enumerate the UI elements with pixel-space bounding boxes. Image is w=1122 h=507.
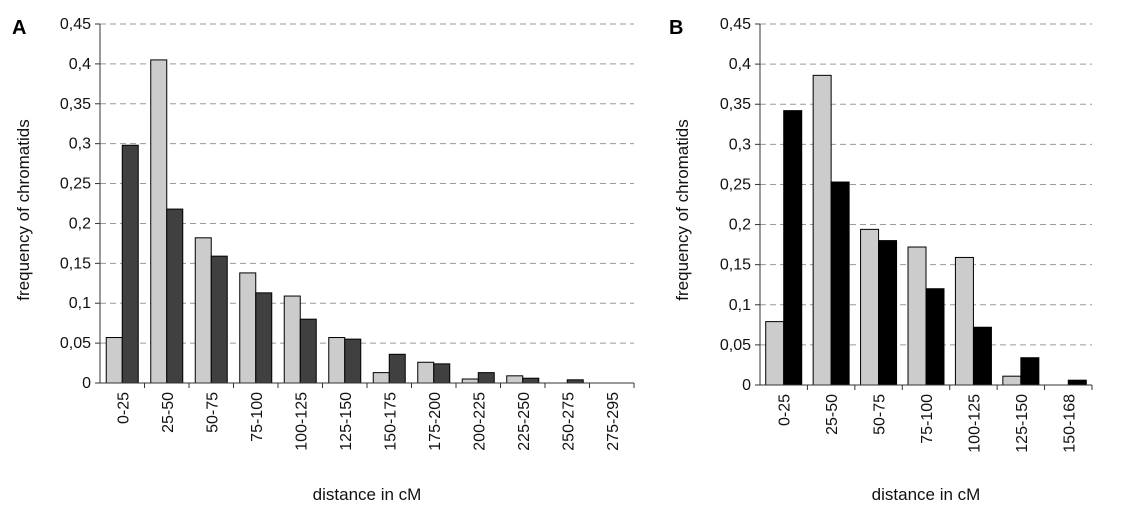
- y-tick-label: 0,1: [729, 297, 751, 314]
- panel-label: A: [12, 17, 26, 39]
- bar: [954, 256, 974, 386]
- y-tick-label: 0,3: [69, 136, 91, 153]
- x-tick-label: 0-25: [115, 392, 132, 424]
- bar: [299, 318, 317, 384]
- x-tick-label: 100-125: [293, 392, 310, 451]
- panel-label: B: [669, 17, 683, 39]
- x-tick-label: 200-225: [471, 392, 488, 451]
- bar: [1020, 357, 1040, 386]
- y-tick-label: 0,45: [60, 16, 91, 33]
- x-tick-label: 25-50: [824, 394, 841, 435]
- x-tick-label: 150-168: [1061, 394, 1078, 453]
- bar: [121, 144, 139, 384]
- y-tick-label: 0,2: [69, 215, 91, 232]
- bar: [522, 377, 540, 384]
- bar: [150, 59, 168, 384]
- bar: [830, 181, 850, 386]
- x-tick-label: 50-75: [204, 392, 221, 433]
- y-tick-label: 0,05: [60, 335, 91, 352]
- bar: [283, 295, 301, 384]
- bar: [417, 361, 435, 384]
- x-tick-label: 125-150: [1014, 394, 1031, 453]
- bar: [344, 338, 362, 384]
- x-tick-label: 175-200: [427, 392, 444, 451]
- x-tick-label: 75-100: [249, 392, 266, 442]
- bar: [194, 237, 212, 384]
- bar: [166, 208, 184, 384]
- y-axis-title: frequency of chromatids: [673, 119, 692, 300]
- bar: [477, 372, 495, 384]
- bar: [210, 255, 228, 384]
- y-tick-label: 0,15: [720, 257, 751, 274]
- y-axis-title: frequency of chromatids: [14, 119, 33, 300]
- x-axis-title: distance in cM: [313, 485, 422, 504]
- bar: [972, 326, 992, 386]
- bar: [388, 353, 406, 384]
- x-tick-label: 50-75: [872, 394, 889, 435]
- y-tick-label: 0: [82, 375, 91, 392]
- bar: [328, 337, 346, 384]
- y-tick-label: 0,35: [720, 96, 751, 113]
- x-tick-label: 275-295: [605, 392, 622, 451]
- x-tick-label: 225-250: [516, 392, 533, 451]
- bar: [239, 272, 257, 384]
- bar: [878, 240, 898, 386]
- y-tick-label: 0,05: [720, 337, 751, 354]
- bar: [433, 363, 451, 384]
- y-tick-label: 0,3: [729, 136, 751, 153]
- bar: [255, 292, 273, 384]
- bar: [1002, 375, 1022, 386]
- y-tick-label: 0,25: [60, 176, 91, 193]
- bar: [105, 337, 123, 384]
- bar: [1067, 379, 1087, 386]
- chart-panel-b: B frequency of chromatids distance in cM…: [669, 16, 1093, 504]
- x-tick-label: 100-125: [966, 394, 983, 453]
- x-tick-label: 125-150: [338, 392, 355, 451]
- x-tick-label: 250-275: [560, 392, 577, 451]
- y-tick-label: 0,15: [60, 255, 91, 272]
- bar: [783, 110, 803, 386]
- y-tick-label: 0,45: [720, 16, 751, 33]
- x-tick-label: 0-25: [777, 394, 794, 426]
- x-tick-label: 150-175: [382, 392, 399, 451]
- y-tick-label: 0,2: [729, 217, 751, 234]
- x-axis-title: distance in cM: [872, 485, 981, 504]
- y-tick-label: 0,4: [729, 56, 751, 73]
- y-tick-label: 0: [742, 377, 751, 394]
- y-tick-label: 0,35: [60, 96, 91, 113]
- bar: [506, 375, 524, 384]
- bar: [765, 321, 785, 386]
- chart-panel-a: A frequency of chromatids distance in cM…: [12, 16, 635, 504]
- y-tick-label: 0,4: [69, 56, 91, 73]
- bar: [812, 74, 832, 386]
- x-tick-label: 75-100: [919, 394, 936, 444]
- y-tick-label: 0,25: [720, 176, 751, 193]
- y-tick-label: 0,1: [69, 295, 91, 312]
- bar: [461, 378, 479, 384]
- bar: [860, 228, 880, 386]
- bar: [372, 372, 390, 384]
- bar: [907, 246, 927, 386]
- bar: [925, 288, 945, 386]
- x-tick-label: 25-50: [160, 392, 177, 433]
